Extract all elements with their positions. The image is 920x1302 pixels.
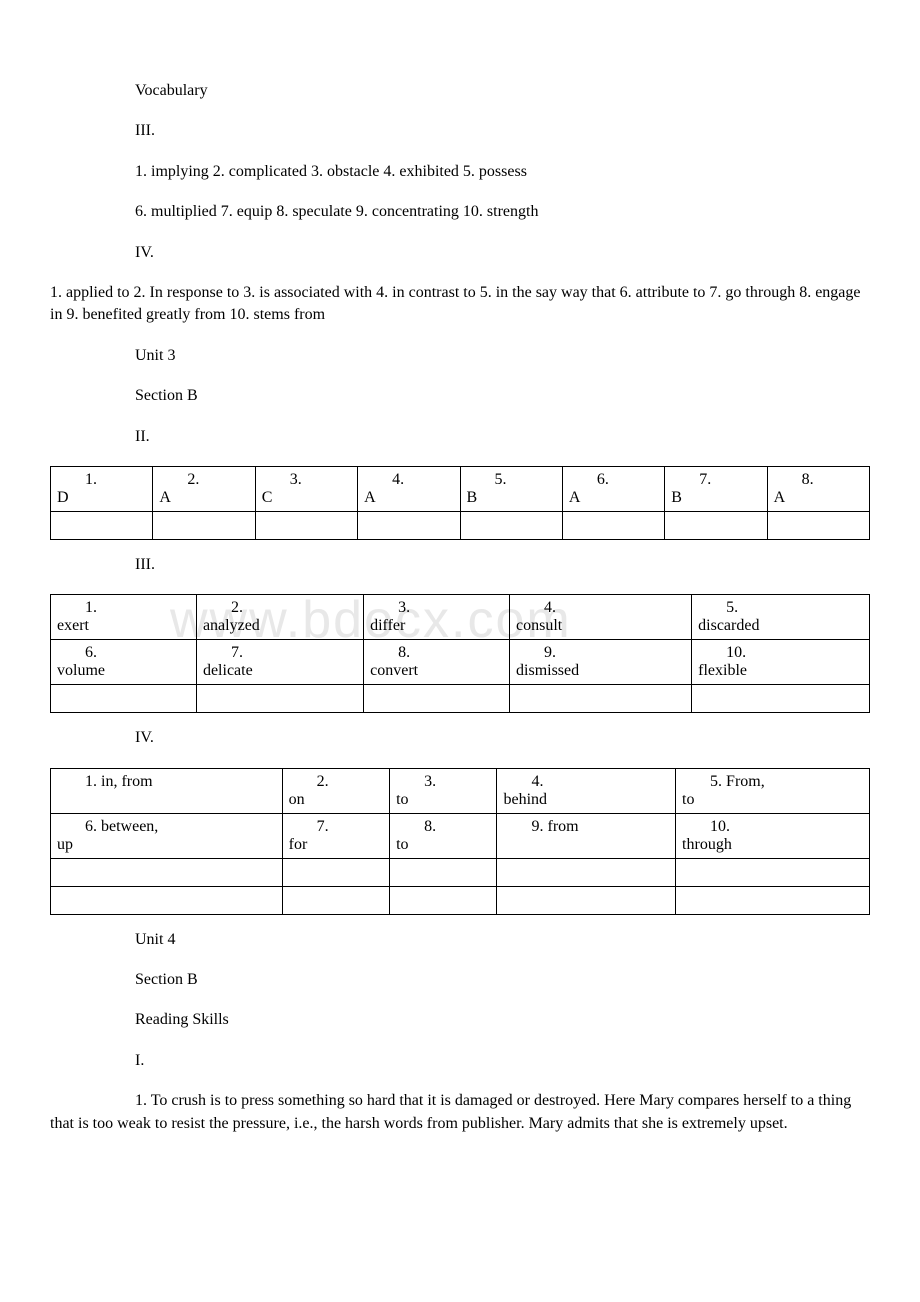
cell: 4.consult [510, 595, 692, 640]
cell [153, 511, 255, 539]
cell [692, 685, 870, 713]
cell: 3.to [390, 768, 497, 813]
answers-table-3: 1. in, from 2.on 3.to 4.behind 5. From,t… [50, 768, 870, 915]
cell: 3.C [255, 466, 357, 511]
cell [665, 511, 767, 539]
cell [282, 858, 389, 886]
cell [767, 511, 869, 539]
cell: 2.analyzed [196, 595, 363, 640]
cell: 7.for [282, 813, 389, 858]
cell: 8.convert [364, 640, 510, 685]
answers-table-1: 1.D 2.A 3.C 4.A 5.B 6.A 7.B 8.A [50, 466, 870, 540]
cell [358, 511, 460, 539]
cell: 2.on [282, 768, 389, 813]
cell [510, 685, 692, 713]
answers-line-3: 1. applied to 2. In response to 3. is as… [50, 282, 870, 327]
cell [562, 511, 664, 539]
cell: 10.through [676, 813, 870, 858]
cell [497, 858, 676, 886]
cell [51, 685, 197, 713]
cell [460, 511, 562, 539]
cell: 6.volume [51, 640, 197, 685]
reading-answer-1: 1. To crush is to press something so har… [50, 1090, 870, 1135]
unit4-heading: Unit 4 [135, 929, 870, 951]
cell: 4.behind [497, 768, 676, 813]
cell: 9. from [497, 813, 676, 858]
section-iii-label-2: III. [135, 554, 870, 576]
cell: 4.A [358, 466, 460, 511]
cell [497, 886, 676, 914]
cell [51, 886, 283, 914]
table-row-empty [51, 886, 870, 914]
cell: 2.A [153, 466, 255, 511]
cell: 7.delicate [196, 640, 363, 685]
cell: 8.to [390, 813, 497, 858]
section-iii-label: III. [135, 120, 870, 142]
cell [51, 858, 283, 886]
cell: 6.A [562, 466, 664, 511]
table-row-empty [51, 685, 870, 713]
cell: 10.flexible [692, 640, 870, 685]
cell: 1. in, from [51, 768, 283, 813]
heading-vocabulary: Vocabulary [135, 80, 870, 102]
cell: 1.D [51, 466, 153, 511]
reading-skills-heading: Reading Skills [135, 1009, 870, 1031]
section-b-heading-2: Section B [135, 969, 870, 991]
cell: 5.B [460, 466, 562, 511]
answers-table-2: 1.exert 2.analyzed 3.differ 4.consult 5.… [50, 594, 870, 713]
cell: 5. From,to [676, 768, 870, 813]
cell: 5.discarded [692, 595, 870, 640]
cell: 1.exert [51, 595, 197, 640]
cell: 8.A [767, 466, 869, 511]
cell [390, 858, 497, 886]
cell [676, 886, 870, 914]
cell [255, 511, 357, 539]
cell [196, 685, 363, 713]
section-iv-label-2: IV. [135, 727, 870, 749]
cell [282, 886, 389, 914]
section-b-heading: Section B [135, 385, 870, 407]
cell: 6. between,up [51, 813, 283, 858]
cell [364, 685, 510, 713]
table-row: 1.D 2.A 3.C 4.A 5.B 6.A 7.B 8.A [51, 466, 870, 511]
table-row: 1.exert 2.analyzed 3.differ 4.consult 5.… [51, 595, 870, 640]
answers-line-1: 1. implying 2. complicated 3. obstacle 4… [135, 161, 870, 183]
table-row: 6.volume 7.delicate 8.convert 9.dismisse… [51, 640, 870, 685]
table-row-empty [51, 858, 870, 886]
section-i-label: I. [135, 1050, 870, 1072]
section-iv-label: IV. [135, 242, 870, 264]
cell [51, 511, 153, 539]
section-ii-label: II. [135, 426, 870, 448]
table-row: 6. between,up 7.for 8.to 9. from 10.thro… [51, 813, 870, 858]
cell [676, 858, 870, 886]
answers-line-2: 6. multiplied 7. equip 8. speculate 9. c… [135, 201, 870, 223]
unit3-heading: Unit 3 [135, 345, 870, 367]
table-row: 1. in, from 2.on 3.to 4.behind 5. From,t… [51, 768, 870, 813]
cell: 9.dismissed [510, 640, 692, 685]
cell: 3.differ [364, 595, 510, 640]
table-row-empty [51, 511, 870, 539]
cell: 7.B [665, 466, 767, 511]
cell [390, 886, 497, 914]
